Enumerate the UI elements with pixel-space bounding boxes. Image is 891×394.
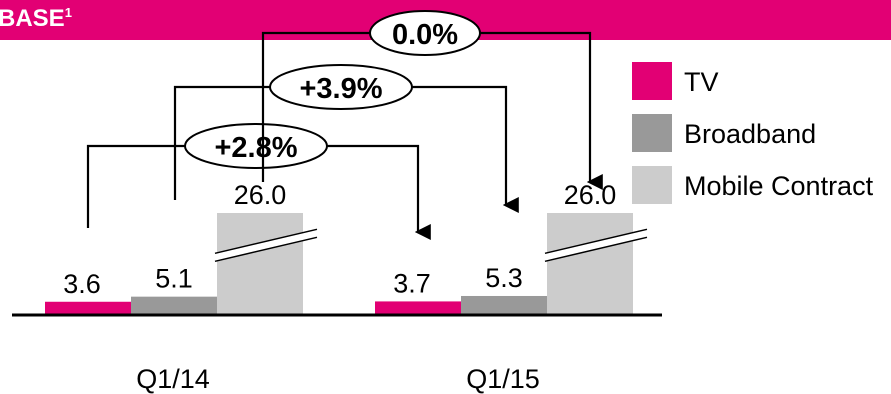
- axis-break-gap: [213, 228, 319, 262]
- category-label-q1-14: Q1/14: [136, 364, 210, 394]
- data-label-mobile-contract-q1-14: 26.0: [234, 180, 287, 210]
- change-label-broadband: +3.9%: [299, 73, 382, 105]
- axis-break-gap: [543, 228, 649, 262]
- data-label-tv-q1-14: 3.6: [63, 269, 101, 299]
- change-label-mobile-contract: 0.0%: [392, 19, 458, 51]
- change-bubble-broadband: [269, 64, 413, 110]
- data-label-tv-q1-15: 3.7: [393, 268, 431, 298]
- footnote-marker: 1: [64, 5, 72, 20]
- bar-tv-q1-14: [45, 301, 131, 314]
- change-label-tv: +2.8%: [214, 132, 297, 164]
- legend-label-tv: TV: [684, 67, 719, 97]
- axis-break-line-upper: [214, 228, 318, 255]
- change-bubble-tv: [184, 123, 328, 169]
- data-label-broadband-q1-15: 5.3: [485, 263, 523, 293]
- page-title-text: BASE: [0, 5, 65, 32]
- bar-broadband-q1-14: [131, 296, 217, 314]
- axis-break-line-lower: [214, 236, 318, 263]
- bar-mobile-contract-q1-14: [217, 213, 303, 314]
- change-bubble-mobile-contract: [369, 10, 481, 56]
- bar-tv-q1-15: [375, 301, 461, 314]
- legend-swatch-tv: [632, 62, 672, 100]
- legend-label-broadband: Broadband: [684, 119, 816, 149]
- axis-break-line-lower: [544, 236, 648, 263]
- legend-label-mobile-contract: Mobile Contract: [684, 171, 874, 201]
- axis-break-line-upper: [544, 228, 648, 255]
- category-label-q1-15: Q1/15: [466, 364, 540, 394]
- page-title: BASE1: [0, 5, 72, 33]
- bar-broadband-q1-15: [461, 295, 547, 314]
- legend-swatch-broadband: [632, 114, 672, 152]
- bar-mobile-contract-q1-15: [547, 213, 633, 314]
- data-label-mobile-contract-q1-15: 26.0: [564, 180, 617, 210]
- legend-swatch-mobile-contract: [632, 166, 672, 204]
- data-label-broadband-q1-14: 5.1: [155, 264, 193, 294]
